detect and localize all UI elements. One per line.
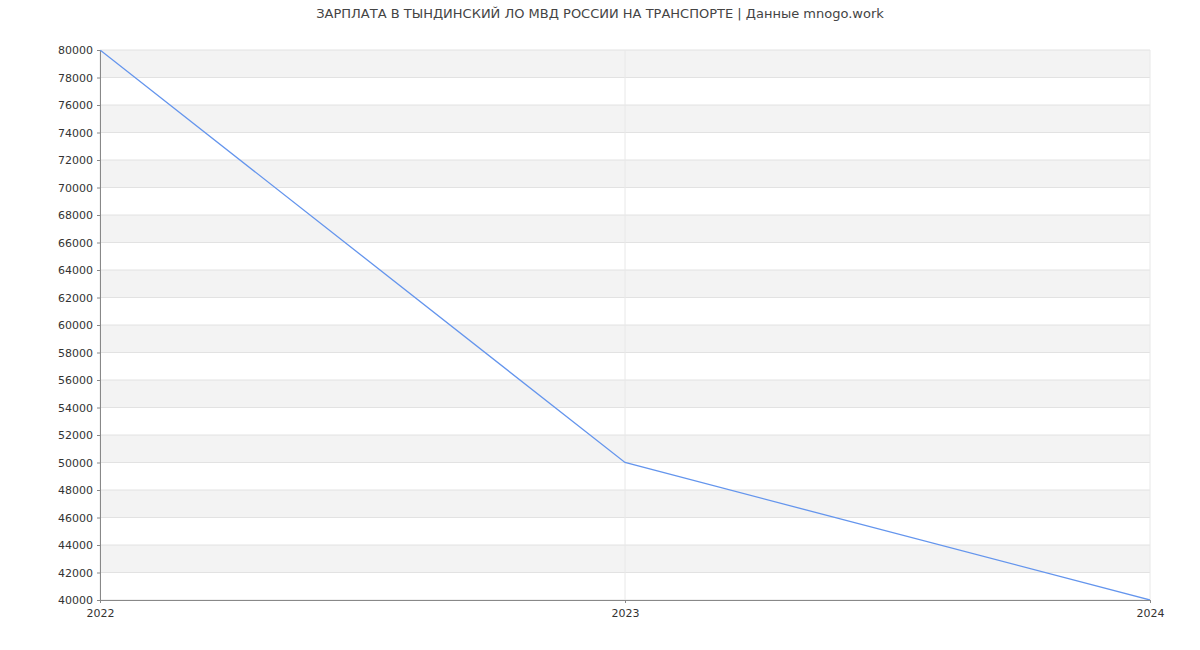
y-tick: 62000 (58, 292, 100, 305)
y-tick: 40000 (58, 594, 100, 607)
y-tick-mark (97, 105, 100, 106)
y-tick: 64000 (58, 264, 100, 277)
y-tick-label: 72000 (58, 154, 93, 167)
y-tick-label: 56000 (58, 374, 93, 387)
y-tick: 80000 (58, 44, 100, 57)
grid-bands (100, 50, 1150, 600)
y-tick-label: 74000 (58, 127, 93, 140)
x-axis-line (101, 601, 1151, 604)
y-tick-label: 80000 (58, 44, 93, 57)
y-tick-label: 44000 (58, 539, 93, 552)
y-tick-label: 60000 (58, 319, 93, 332)
y-tick-mark (97, 215, 100, 216)
y-tick-label: 42000 (58, 567, 93, 580)
y-tick: 44000 (58, 539, 100, 552)
series (100, 50, 1150, 600)
y-tick-label: 76000 (58, 99, 93, 112)
y-tick-mark (97, 463, 100, 464)
x-axis: 2022 2023 2024 (87, 600, 1165, 620)
y-tick-mark (97, 408, 100, 409)
grid (100, 50, 1150, 600)
y-tick-label: 48000 (58, 484, 93, 497)
y-tick-mark (97, 518, 100, 519)
y-tick: 58000 (58, 347, 100, 360)
y-tick-label: 40000 (58, 594, 93, 607)
x-tick: 2022 (87, 600, 115, 620)
grid-line-x (625, 50, 626, 600)
y-axis-line (97, 51, 101, 601)
y-tick: 54000 (58, 402, 100, 415)
y-tick-label: 66000 (58, 237, 93, 250)
y-tick-mark (97, 325, 100, 326)
y-tick-mark (97, 545, 100, 546)
y-tick-label: 68000 (58, 209, 93, 222)
y-tick-mark (97, 490, 100, 491)
x-tick-mark (625, 600, 626, 603)
y-tick-mark (97, 78, 100, 79)
y-tick: 70000 (58, 182, 100, 195)
x-tick-label: 2022 (87, 607, 115, 620)
y-tick-mark (97, 573, 100, 574)
x-tick-label: 2023 (612, 607, 640, 620)
x-tick: 2024 (1137, 600, 1165, 620)
y-tick-label: 78000 (58, 72, 93, 85)
chart: ЗАРПЛАТА В ТЫНДИНСКИЙ ЛО МВД РОССИИ НА Т… (0, 0, 1200, 650)
y-tick-label: 54000 (58, 402, 93, 415)
y-tick-mark (97, 160, 100, 161)
title: ЗАРПЛАТА В ТЫНДИНСКИЙ ЛО МВД РОССИИ НА Т… (316, 6, 884, 21)
y-tick-mark (97, 243, 100, 244)
y-tick-mark (97, 435, 100, 436)
y-tick: 52000 (58, 429, 100, 442)
x-tick-mark (1150, 600, 1151, 603)
y-tick: 56000 (58, 374, 100, 387)
y-tick-mark (97, 188, 100, 189)
y-tick-label: 64000 (58, 264, 93, 277)
y-tick: 48000 (58, 484, 100, 497)
plot: 40000 42000 44000 46000 48000 50000 52000 54000… (58, 44, 1165, 620)
y-tick: 50000 (58, 457, 100, 470)
y-tick-mark (97, 600, 100, 601)
y-tick-label: 62000 (58, 292, 93, 305)
y-tick: 68000 (58, 209, 100, 222)
y-tick: 42000 (58, 567, 100, 580)
y-tick-mark (97, 298, 100, 299)
y-tick-mark (97, 380, 100, 381)
y-tick: 66000 (58, 237, 100, 250)
y-tick-label: 70000 (58, 182, 93, 195)
y-tick-label: 50000 (58, 457, 93, 470)
y-tick: 78000 (58, 72, 100, 85)
y-tick: 72000 (58, 154, 100, 167)
line (100, 50, 1150, 600)
grid-line-x (1150, 50, 1151, 600)
y-tick-label: 52000 (58, 429, 93, 442)
y-tick-mark (97, 353, 100, 354)
y-tick: 76000 (58, 99, 100, 112)
x-tick: 2023 (612, 600, 640, 620)
y-tick-mark (97, 133, 100, 134)
y-tick-mark (97, 50, 100, 51)
x-tick-label: 2024 (1137, 607, 1165, 620)
y-tick-mark (97, 270, 100, 271)
y-axis: 40000 42000 44000 46000 48000 50000 52000 54000… (58, 44, 101, 607)
y-tick: 60000 (58, 319, 100, 332)
y-tick: 74000 (58, 127, 100, 140)
y-tick-label: 58000 (58, 347, 93, 360)
x-tick-mark (100, 600, 101, 603)
y-tick-label: 46000 (58, 512, 93, 525)
y-tick: 46000 (58, 512, 100, 525)
